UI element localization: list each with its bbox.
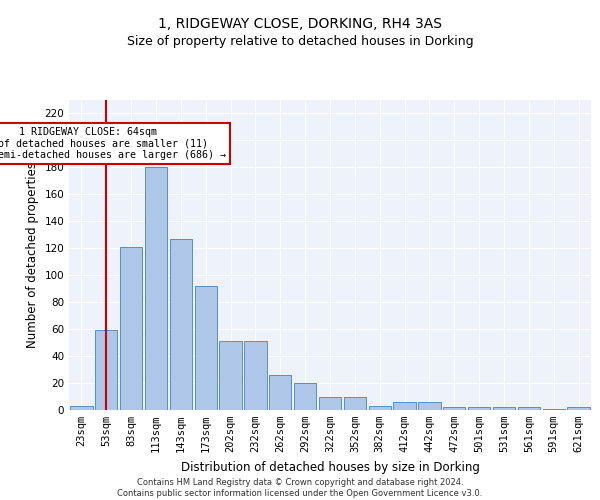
- Y-axis label: Number of detached properties: Number of detached properties: [26, 162, 39, 348]
- Bar: [269, 375, 292, 410]
- Bar: [493, 408, 515, 410]
- Bar: [220, 342, 242, 410]
- Bar: [468, 408, 490, 410]
- Bar: [319, 396, 341, 410]
- Text: Size of property relative to detached houses in Dorking: Size of property relative to detached ho…: [127, 35, 473, 48]
- Bar: [568, 408, 590, 410]
- Bar: [95, 330, 118, 410]
- Bar: [170, 239, 192, 410]
- Bar: [542, 408, 565, 410]
- Bar: [418, 402, 440, 410]
- Bar: [344, 396, 366, 410]
- Bar: [518, 408, 540, 410]
- Bar: [294, 383, 316, 410]
- Text: Contains HM Land Registry data © Crown copyright and database right 2024.
Contai: Contains HM Land Registry data © Crown c…: [118, 478, 482, 498]
- Bar: [244, 342, 266, 410]
- Bar: [368, 406, 391, 410]
- X-axis label: Distribution of detached houses by size in Dorking: Distribution of detached houses by size …: [181, 460, 479, 473]
- Bar: [120, 247, 142, 410]
- Bar: [145, 168, 167, 410]
- Bar: [394, 402, 416, 410]
- Text: 1, RIDGEWAY CLOSE, DORKING, RH4 3AS: 1, RIDGEWAY CLOSE, DORKING, RH4 3AS: [158, 18, 442, 32]
- Bar: [70, 406, 92, 410]
- Bar: [194, 286, 217, 410]
- Bar: [443, 408, 466, 410]
- Text: 1 RIDGEWAY CLOSE: 64sqm
← 2% of detached houses are smaller (11)
98% of semi-det: 1 RIDGEWAY CLOSE: 64sqm ← 2% of detached…: [0, 127, 226, 160]
